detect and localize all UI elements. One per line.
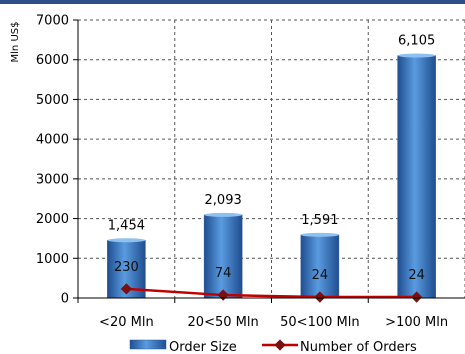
bar — [397, 55, 436, 299]
bar-top-highlight — [204, 212, 243, 217]
x-tick-label: <20 Mln — [99, 315, 154, 330]
orders-data-labels: 230 74 24 24 — [114, 260, 425, 283]
y-tick-label: 3000 — [36, 172, 69, 187]
bar — [300, 234, 340, 299]
y-tick-label: 7000 — [36, 14, 69, 29]
legend-swatch-order-size — [129, 339, 167, 350]
y-axis-title: Mln US$ — [10, 22, 21, 63]
gridlines — [78, 19, 465, 298]
bar-data-label: 1,454 — [108, 218, 145, 233]
bar-top-highlight — [107, 238, 146, 243]
orders-data-label: 74 — [215, 266, 232, 281]
y-tick-label: 1000 — [36, 252, 69, 267]
y-axis: 0 1000 2000 3000 4000 5000 6000 7000 — [36, 14, 79, 307]
x-tick-label: 50<100 Mln — [280, 315, 359, 330]
x-tick-label: >100 Mln — [385, 315, 448, 330]
orders-line-path — [126, 287, 417, 299]
legend-label-order-size: Order Size — [169, 340, 237, 354]
bar-top-highlight — [300, 232, 339, 237]
top-band — [0, 0, 465, 4]
y-tick-label: 6000 — [36, 53, 69, 68]
bar-data-labels: 1,454 2,093 1,591 6,105 — [108, 34, 435, 234]
y-tick-label: 5000 — [36, 93, 69, 108]
y-tick-label: 4000 — [36, 133, 69, 148]
orders-data-label: 24 — [312, 268, 329, 283]
y-tick-label: 0 — [61, 292, 69, 307]
bar-top-highlight — [397, 53, 436, 58]
legend-marker-orders — [274, 339, 286, 351]
bar-data-label: 6,105 — [398, 34, 435, 49]
orders-data-label: 230 — [114, 260, 139, 275]
x-tick-label: 20<50 Mln — [188, 315, 259, 330]
legend-label-number-of-orders: Number of Orders — [300, 340, 417, 354]
bar-data-label: 1,591 — [301, 213, 338, 228]
orders-data-label: 24 — [408, 268, 425, 283]
legend: Order Size Number of Orders — [129, 339, 417, 354]
bar-data-label: 2,093 — [205, 193, 242, 208]
bar — [203, 214, 243, 299]
y-tick-label: 2000 — [36, 212, 69, 227]
orders-marker — [314, 291, 326, 303]
orders-marker — [410, 291, 423, 303]
x-axis: <20 Mln 20<50 Mln 50<100 Mln >100 Mln — [77, 297, 465, 330]
